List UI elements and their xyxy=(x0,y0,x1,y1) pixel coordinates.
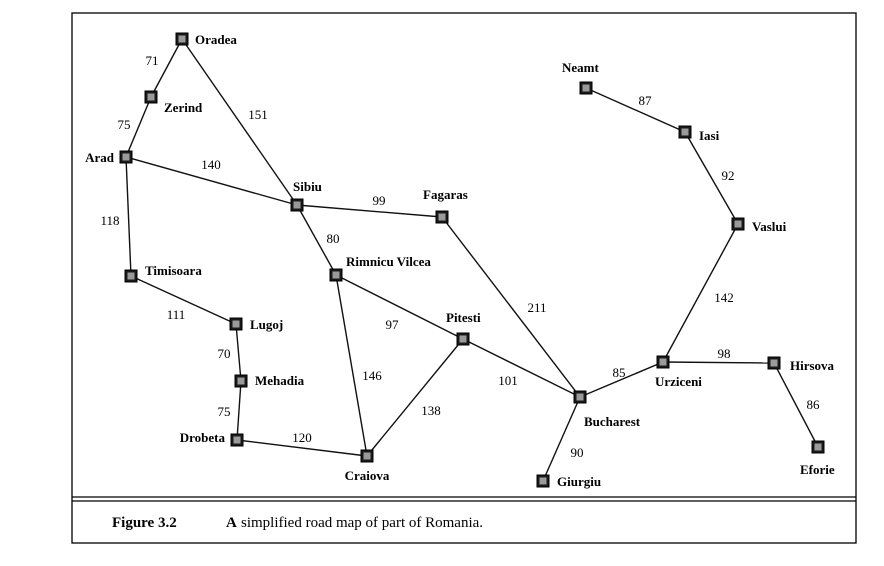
city-label-pitesti: Pitesti xyxy=(446,310,481,325)
distance-label-fagaras-bucharest: 211 xyxy=(527,300,546,315)
distance-label-oradea-zerind: 71 xyxy=(146,53,159,68)
city-label-eforie: Eforie xyxy=(800,462,835,477)
distance-label-lugoj-mehadia: 70 xyxy=(218,346,231,361)
road-zerind-arad xyxy=(125,96,152,158)
distance-label-drobeta-craiova: 120 xyxy=(292,430,312,445)
distance-label-craiova-pitesti: 138 xyxy=(421,403,441,418)
road-oradea-zerind xyxy=(150,38,183,98)
road-iasi-neamt xyxy=(585,87,686,133)
distance-label-rimnicu-pitesti: 97 xyxy=(386,317,400,332)
road-bucharest-giurgiu xyxy=(542,396,581,482)
city-node-oradea xyxy=(175,32,189,46)
city-node-fagaras xyxy=(435,210,449,224)
city-node-sibiu xyxy=(290,198,304,212)
city-node-hirsova xyxy=(767,356,781,370)
city-label-neamt: Neamt xyxy=(562,60,599,75)
figure-caption: simplified road map of part of Romania. xyxy=(241,515,483,531)
road-urziceni-vaslui xyxy=(662,223,739,363)
city-node-iasi xyxy=(678,125,692,139)
city-label-giurgiu: Giurgiu xyxy=(557,474,601,489)
city-node-zerind xyxy=(144,90,158,104)
distance-labels-layer: 71 75 151 140 118 111 70 75 120 99 80 97 146 138 211 10… xyxy=(100,53,820,460)
city-label-zerind: Zerind xyxy=(164,100,203,115)
city-label-urziceni: Urziceni xyxy=(655,374,702,389)
city-node-eforie xyxy=(811,440,825,454)
city-node-timisoara xyxy=(124,269,138,283)
road-arad-timisoara xyxy=(125,156,132,277)
distance-label-iasi-neamt: 87 xyxy=(639,93,653,108)
city-label-hirsova: Hirsova xyxy=(790,358,835,373)
road-oradea-sibiu xyxy=(181,38,298,206)
distance-label-bucharest-urziceni: 85 xyxy=(613,365,626,380)
distance-label-sibiu-fagaras: 99 xyxy=(373,193,386,208)
city-node-pitesti xyxy=(456,332,470,346)
road-timisoara-lugoj xyxy=(130,275,237,325)
road-drobeta-craiova xyxy=(236,439,368,457)
road-sibiu-fagaras xyxy=(296,204,443,218)
city-label-mehadia: Mehadia xyxy=(255,373,305,388)
road-rimnicu-craiova xyxy=(335,274,368,457)
city-label-vaslui: Vaslui xyxy=(752,219,787,234)
city-label-iasi: Iasi xyxy=(699,128,720,143)
city-label-oradea: Oradea xyxy=(195,32,237,47)
distance-label-rimnicu-craiova: 146 xyxy=(362,368,382,383)
roads-layer xyxy=(125,38,819,482)
city-label-rimnicu: Rimnicu Vilcea xyxy=(346,254,431,269)
distance-label-zerind-arad: 75 xyxy=(118,117,131,132)
road-mehadia-drobeta xyxy=(236,380,242,441)
road-pitesti-bucharest xyxy=(462,338,581,398)
distance-label-arad-timisoara: 118 xyxy=(100,213,119,228)
distance-label-arad-sibiu: 140 xyxy=(201,157,221,172)
city-node-drobeta xyxy=(230,433,244,447)
city-label-fagaras: Fagaras xyxy=(423,187,468,202)
road-rimnicu-pitesti xyxy=(335,274,464,340)
figure-number: Figure 3.2 xyxy=(112,515,177,531)
city-label-sibiu: Sibiu xyxy=(293,179,322,194)
city-label-lugoj: Lugoj xyxy=(250,317,283,332)
distance-label-urziceni-vaslui: 142 xyxy=(714,290,734,305)
distance-label-pitesti-bucharest: 101 xyxy=(498,373,518,388)
distance-label-timisoara-lugoj: 111 xyxy=(167,307,186,322)
city-node-giurgiu xyxy=(536,474,550,488)
road-fagaras-bucharest xyxy=(441,216,581,398)
road-vaslui-iasi xyxy=(684,131,739,225)
city-nodes-layer xyxy=(119,32,825,488)
road-hirsova-eforie xyxy=(773,362,819,448)
road-bucharest-urziceni xyxy=(579,361,664,398)
city-node-arad xyxy=(119,150,133,164)
city-label-bucharest: Bucharest xyxy=(584,414,641,429)
city-node-neamt xyxy=(579,81,593,95)
distance-label-vaslui-iasi: 92 xyxy=(722,168,735,183)
distance-label-hirsova-eforie: 86 xyxy=(807,397,821,412)
road-craiova-pitesti xyxy=(366,338,464,457)
city-node-craiova xyxy=(360,449,374,463)
city-label-drobeta: Drobeta xyxy=(180,430,226,445)
city-node-rimnicu xyxy=(329,268,343,282)
city-node-lugoj xyxy=(229,317,243,331)
city-node-vaslui xyxy=(731,217,745,231)
city-node-bucharest xyxy=(573,390,587,404)
road-arad-sibiu xyxy=(125,156,298,206)
road-sibiu-rimnicu xyxy=(296,204,337,276)
city-label-timisoara: Timisoara xyxy=(145,263,202,278)
city-node-urziceni xyxy=(656,355,670,369)
city-label-arad: Arad xyxy=(85,150,115,165)
road-urziceni-hirsova xyxy=(662,361,775,364)
distance-label-mehadia-drobeta: 75 xyxy=(218,404,231,419)
distance-label-urziceni-hirsova: 98 xyxy=(718,346,731,361)
city-node-mehadia xyxy=(234,374,248,388)
distance-label-oradea-sibiu: 151 xyxy=(248,107,268,122)
road-lugoj-mehadia xyxy=(235,323,242,382)
city-labels-layer: Oradea Zerind Arad Timisoara Lugoj Mehadia Dro… xyxy=(85,32,835,489)
distance-label-sibiu-rimnicu: 80 xyxy=(327,231,340,246)
caption-lead: A xyxy=(226,515,237,531)
figure-frame xyxy=(71,12,857,544)
city-label-craiova: Craiova xyxy=(345,468,390,483)
distance-label-bucharest-giurgiu: 90 xyxy=(571,445,584,460)
